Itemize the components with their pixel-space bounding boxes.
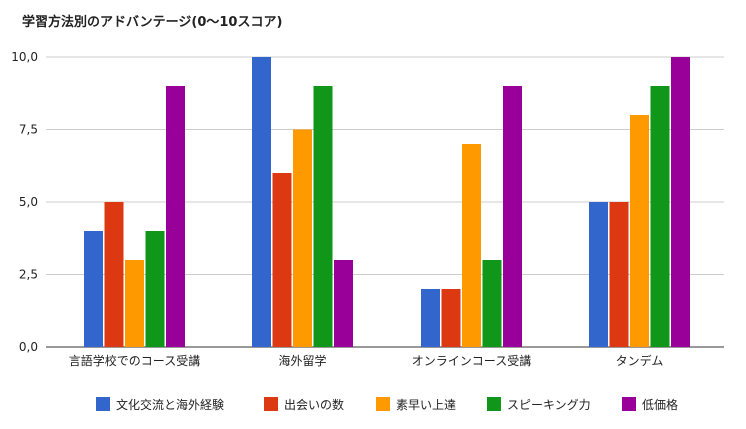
bar	[334, 260, 353, 347]
legend-label: 出会いの数	[284, 397, 344, 412]
x-category-label: タンデム	[616, 353, 664, 368]
bar	[503, 86, 522, 347]
bar	[84, 231, 103, 347]
x-category-label: オンラインコース受講	[412, 353, 531, 368]
bar	[252, 57, 271, 347]
bar	[609, 202, 629, 347]
bar	[650, 86, 670, 347]
legend-label: 低価格	[642, 397, 678, 412]
y-tick-label: 0,0	[19, 340, 38, 354]
legend-swatch	[622, 397, 636, 411]
bar	[145, 231, 165, 347]
bar	[421, 289, 440, 347]
bar	[272, 173, 292, 347]
bar	[104, 202, 124, 347]
bar	[589, 202, 608, 347]
bar	[313, 86, 333, 347]
x-category-label: 言語学校でのコース受講	[69, 353, 200, 368]
x-category-label: 海外留学	[278, 353, 326, 368]
bar	[441, 289, 461, 347]
bar	[630, 115, 649, 347]
legend-label: 文化交流と海外経験	[116, 397, 224, 412]
legend-swatch	[376, 397, 390, 411]
bar	[482, 260, 502, 347]
y-tick-label: 5,0	[19, 195, 38, 209]
chart-title: 学習方法別のアドバンテージ(0〜10スコア)	[22, 14, 282, 30]
y-tick-label: 2,5	[19, 268, 38, 282]
x-axis-categories: 言語学校でのコース受講 海外留学 オンラインコース受講 タンデム	[69, 353, 664, 368]
bar	[293, 129, 312, 347]
bar	[671, 57, 690, 347]
legend-swatch	[96, 397, 110, 411]
bars	[84, 57, 690, 347]
y-axis-ticks: 0,0 2,5 5,0 7,5 10,0	[11, 50, 38, 354]
legend-label: スピーキング力	[507, 398, 591, 412]
bar	[166, 86, 185, 347]
bar	[462, 144, 481, 347]
legend: 文化交流と海外経験 出会いの数 素早い上達 スピーキング力 低価格	[96, 397, 678, 412]
bar	[125, 260, 144, 347]
legend-swatch	[264, 397, 278, 411]
y-tick-label: 7,5	[19, 123, 38, 137]
legend-label: 素早い上達	[396, 398, 456, 412]
legend-swatch	[487, 397, 501, 411]
y-tick-label: 10,0	[11, 50, 38, 64]
